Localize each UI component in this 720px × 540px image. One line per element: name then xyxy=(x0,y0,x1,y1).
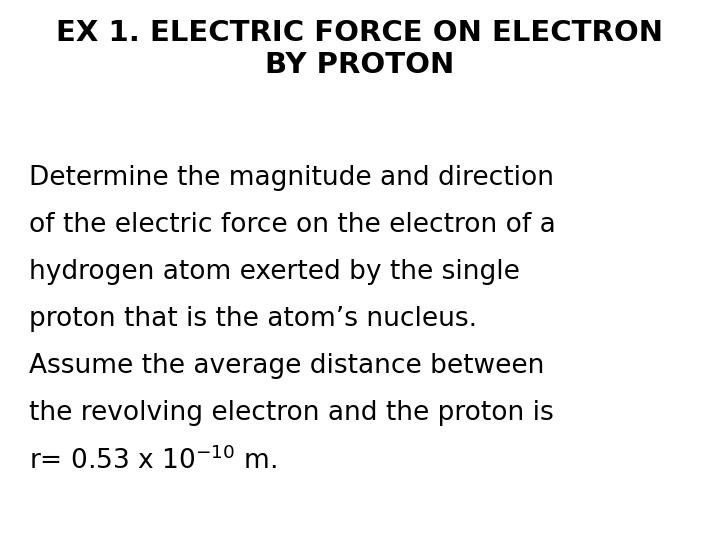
Text: of the electric force on the electron of a: of the electric force on the electron of… xyxy=(29,212,556,238)
Text: hydrogen atom exerted by the single: hydrogen atom exerted by the single xyxy=(29,259,520,285)
Text: r= 0.53 x 10$^{\mathregular{-10}}$ m.: r= 0.53 x 10$^{\mathregular{-10}}$ m. xyxy=(29,447,276,475)
Text: Determine the magnitude and direction: Determine the magnitude and direction xyxy=(29,165,554,191)
Text: EX 1. ELECTRIC FORCE ON ELECTRON
BY PROTON: EX 1. ELECTRIC FORCE ON ELECTRON BY PROT… xyxy=(56,19,664,79)
Text: proton that is the atom’s nucleus.: proton that is the atom’s nucleus. xyxy=(29,306,477,332)
Text: the revolving electron and the proton is: the revolving electron and the proton is xyxy=(29,400,554,426)
Text: Assume the average distance between: Assume the average distance between xyxy=(29,353,544,379)
